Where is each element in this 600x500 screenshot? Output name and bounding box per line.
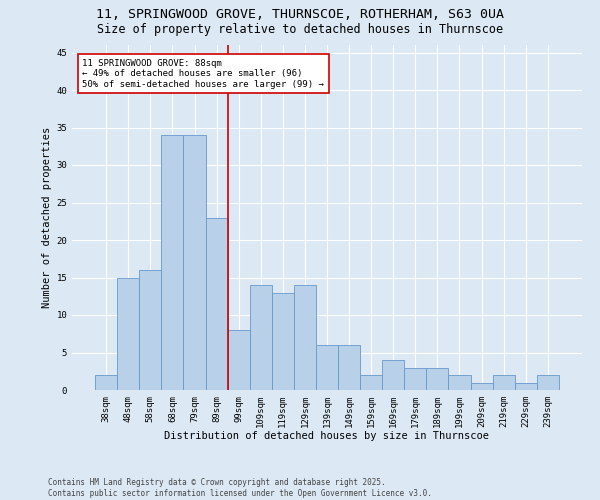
X-axis label: Distribution of detached houses by size in Thurnscoe: Distribution of detached houses by size … xyxy=(164,432,490,442)
Text: Contains HM Land Registry data © Crown copyright and database right 2025.
Contai: Contains HM Land Registry data © Crown c… xyxy=(48,478,432,498)
Text: 11 SPRINGWOOD GROVE: 88sqm
← 49% of detached houses are smaller (96)
50% of semi: 11 SPRINGWOOD GROVE: 88sqm ← 49% of deta… xyxy=(82,59,324,88)
Bar xyxy=(117,278,139,390)
Bar xyxy=(206,218,227,390)
Bar xyxy=(250,285,272,390)
Bar xyxy=(537,375,559,390)
Bar xyxy=(227,330,250,390)
Bar xyxy=(515,382,537,390)
Bar xyxy=(427,368,448,390)
Bar xyxy=(139,270,161,390)
Bar xyxy=(184,135,206,390)
Bar xyxy=(338,345,360,390)
Text: 11, SPRINGWOOD GROVE, THURNSCOE, ROTHERHAM, S63 0UA: 11, SPRINGWOOD GROVE, THURNSCOE, ROTHERH… xyxy=(96,8,504,20)
Bar xyxy=(448,375,470,390)
Text: Size of property relative to detached houses in Thurnscoe: Size of property relative to detached ho… xyxy=(97,22,503,36)
Bar xyxy=(316,345,338,390)
Bar xyxy=(404,368,427,390)
Bar xyxy=(382,360,404,390)
Bar xyxy=(493,375,515,390)
Bar xyxy=(294,285,316,390)
Bar xyxy=(272,292,294,390)
Bar xyxy=(470,382,493,390)
Bar xyxy=(95,375,117,390)
Y-axis label: Number of detached properties: Number of detached properties xyxy=(42,127,52,308)
Bar xyxy=(360,375,382,390)
Bar xyxy=(161,135,184,390)
